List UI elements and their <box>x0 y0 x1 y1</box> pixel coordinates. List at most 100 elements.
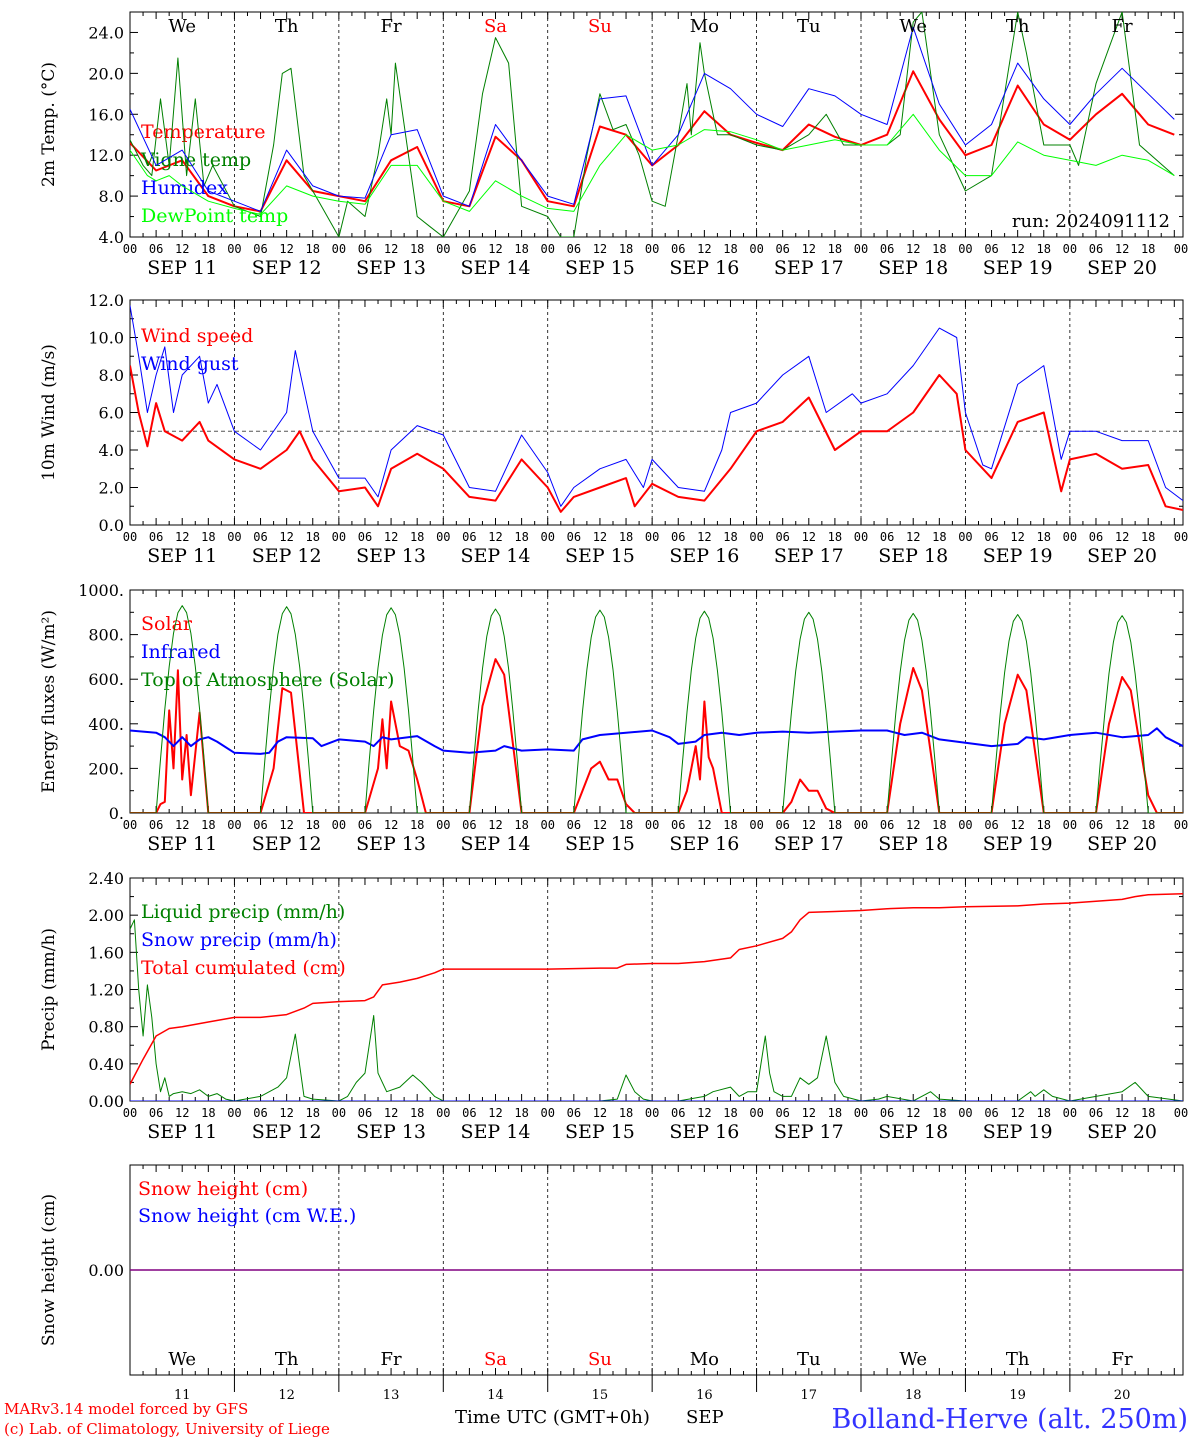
hour-tick-label: 18 <box>1037 1106 1051 1120</box>
hour-tick-label: 18 <box>201 1106 215 1120</box>
hour-tick-label: 00 <box>1174 1106 1188 1120</box>
date-label: SEP 18 <box>878 545 948 567</box>
y-tick-label: 2.00 <box>88 906 124 925</box>
hour-tick-label: 12 <box>175 242 189 256</box>
y-tick-label: 10.0 <box>88 329 124 348</box>
hour-tick-label: 12 <box>593 818 607 832</box>
day-number-label: 15 <box>592 1388 609 1403</box>
hour-tick-label: 06 <box>253 530 267 544</box>
weekday-label: Tu <box>797 16 821 37</box>
weekday-label: Th <box>275 16 299 37</box>
legend-entry: Liquid precip (mm/h) <box>141 901 345 923</box>
hour-tick-label: 12 <box>802 818 816 832</box>
panel-2: 0.0 2.0 4.0 6.0 8.0 10.0 12.0 10m Wind (m/s) Win… <box>39 291 1188 567</box>
hour-tick-label: 06 <box>462 818 476 832</box>
date-label: SEP 17 <box>774 257 844 279</box>
hour-tick-label: 18 <box>932 818 946 832</box>
date-label: SEP 20 <box>1087 545 1157 567</box>
hour-tick-label: 12 <box>384 1106 398 1120</box>
date-label: SEP 15 <box>565 833 635 855</box>
hour-tick-label: 12 <box>279 1106 293 1120</box>
hour-tick-label: 06 <box>253 1106 267 1120</box>
hour-tick-label: 12 <box>384 818 398 832</box>
hour-tick-label: 06 <box>984 242 998 256</box>
legend-entry: Wind gust <box>141 353 239 375</box>
y-tick-label: 12.0 <box>88 146 124 165</box>
date-label: SEP 16 <box>669 545 739 567</box>
series-line <box>130 26 1175 212</box>
hour-tick-label: 12 <box>1115 242 1129 256</box>
hour-tick-label: 18 <box>410 1106 424 1120</box>
hour-tick-label: 00 <box>1174 818 1188 832</box>
y-tick-label: 600. <box>88 670 124 689</box>
y-tick-label: 6.0 <box>99 404 124 423</box>
hour-tick-label: 06 <box>671 242 685 256</box>
hour-tick-label: 12 <box>697 1106 711 1120</box>
date-label: SEP 17 <box>774 833 844 855</box>
series-line <box>130 727 1183 755</box>
date-label: SEP 18 <box>878 833 948 855</box>
day-number-label: 12 <box>278 1388 295 1403</box>
hour-tick-label: 12 <box>802 1106 816 1120</box>
legend-entry: Snow precip (mm/h) <box>141 929 337 951</box>
weekday-label: Th <box>1006 1349 1030 1370</box>
hour-tick-label: 06 <box>671 530 685 544</box>
hour-tick-label: 06 <box>1089 242 1103 256</box>
weekday-label: Fr <box>1112 16 1133 37</box>
y-tick-label: 4.0 <box>99 228 124 247</box>
y-axis-label: 10m Wind (m/s) <box>39 344 59 481</box>
hour-tick-label: 18 <box>932 530 946 544</box>
hour-tick-label: 18 <box>1037 242 1051 256</box>
hour-tick-label: 00 <box>1063 818 1077 832</box>
hour-tick-label: 12 <box>802 530 816 544</box>
hour-tick-label: 06 <box>462 530 476 544</box>
date-label: SEP 18 <box>878 1121 948 1143</box>
hour-tick-label: 06 <box>775 818 789 832</box>
hour-tick-label: 00 <box>749 530 763 544</box>
panels: 4.0 8.0 12.0 16.0 20.0 24.0 2m Temp. (°C) Tempe… <box>39 11 1188 1403</box>
hour-tick-label: 18 <box>619 530 633 544</box>
hour-tick-label: 00 <box>958 530 972 544</box>
run-annotation: run: 2024091112 <box>1012 211 1170 232</box>
hour-tick-label: 00 <box>749 1106 763 1120</box>
hour-tick-label: 18 <box>723 1106 737 1120</box>
hour-tick-label: 00 <box>332 818 346 832</box>
hour-tick-label: 00 <box>1063 242 1077 256</box>
hour-tick-label: 06 <box>462 1106 476 1120</box>
date-label: SEP 13 <box>356 1121 426 1143</box>
date-label: SEP 13 <box>356 833 426 855</box>
hour-tick-label: 00 <box>958 1106 972 1120</box>
hour-tick-label: 00 <box>436 530 450 544</box>
hour-tick-label: 06 <box>984 818 998 832</box>
date-label: SEP 15 <box>565 1121 635 1143</box>
hour-tick-label: 00 <box>645 1106 659 1120</box>
hour-tick-label: 12 <box>1010 1106 1024 1120</box>
hour-tick-label: 18 <box>410 242 424 256</box>
hour-tick-label: 18 <box>201 242 215 256</box>
hour-tick-label: 00 <box>123 242 137 256</box>
date-label: SEP 19 <box>983 1121 1053 1143</box>
hour-tick-label: 12 <box>384 242 398 256</box>
hour-tick-label: 06 <box>880 818 894 832</box>
weekday-label: Su <box>588 16 612 37</box>
hour-tick-label: 00 <box>540 1106 554 1120</box>
hour-tick-label: 18 <box>932 1106 946 1120</box>
y-tick-label: 2.40 <box>88 869 124 888</box>
hour-tick-label: 18 <box>1141 1106 1155 1120</box>
hour-tick-label: 12 <box>593 1106 607 1120</box>
date-label: SEP 12 <box>252 1121 322 1143</box>
legend-entry: Total cumulated (cm) <box>141 957 346 979</box>
hour-tick-label: 06 <box>775 1106 789 1120</box>
plot-frame <box>129 299 1184 526</box>
date-label: SEP 18 <box>878 257 948 279</box>
hour-tick-label: 06 <box>567 530 581 544</box>
hour-tick-label: 18 <box>514 818 528 832</box>
hour-tick-label: 12 <box>906 1106 920 1120</box>
hour-tick-label: 12 <box>175 1106 189 1120</box>
hour-tick-label: 18 <box>723 530 737 544</box>
day-number-label: 20 <box>1114 1388 1131 1403</box>
hour-tick-label: 00 <box>436 1106 450 1120</box>
hour-tick-label: 00 <box>854 242 868 256</box>
date-label: SEP 14 <box>461 833 531 855</box>
weekday-label: Fr <box>381 1349 402 1370</box>
